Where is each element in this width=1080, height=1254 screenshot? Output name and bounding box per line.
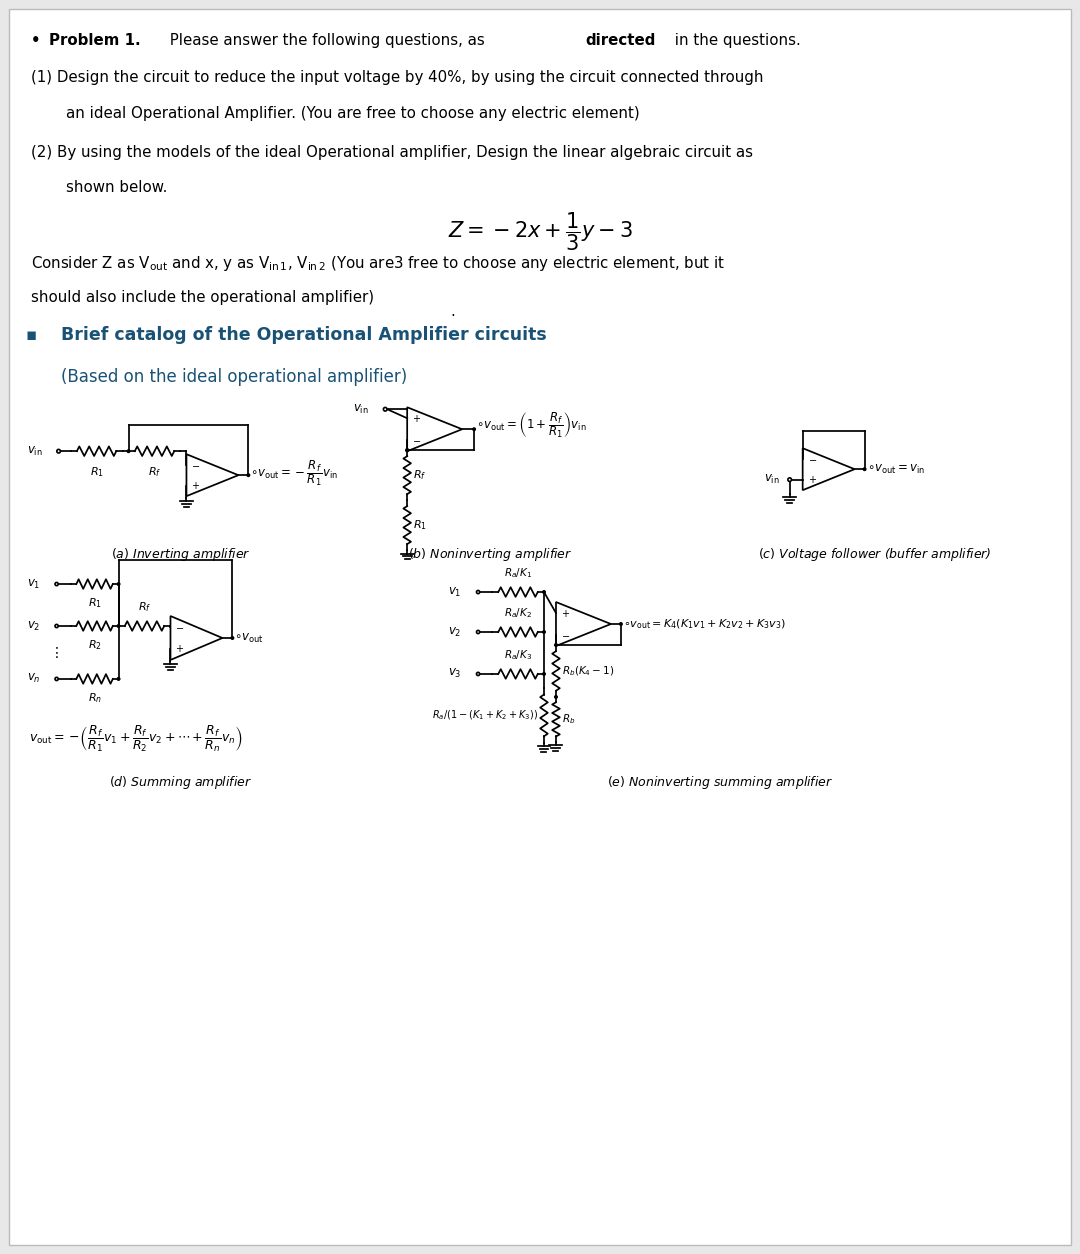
- Circle shape: [473, 428, 475, 430]
- Text: $(b)$ Noninverting amplifier: $(b)$ Noninverting amplifier: [408, 545, 572, 563]
- Text: $(c)$ Voltage follower (buffer amplifier): $(c)$ Voltage follower (buffer amplifier…: [758, 545, 991, 563]
- Text: $-$: $-$: [808, 454, 816, 464]
- Circle shape: [55, 677, 58, 681]
- Text: $-$: $-$: [175, 622, 185, 632]
- Text: in the questions.: in the questions.: [670, 33, 800, 48]
- Circle shape: [57, 449, 60, 453]
- Text: (2) By using the models of the ideal Operational amplifier, Design the linear al: (2) By using the models of the ideal Ope…: [30, 144, 753, 159]
- Text: $-$: $-$: [561, 630, 570, 640]
- Text: $R_a/K_3$: $R_a/K_3$: [504, 648, 532, 662]
- Text: $\circ v_{\rm out} = \left(1+\dfrac{R_f}{R_1}\right)v_{\rm in}$: $\circ v_{\rm out} = \left(1+\dfrac{R_f}…: [476, 410, 586, 440]
- Circle shape: [542, 631, 545, 633]
- Text: $v_{\rm in}$: $v_{\rm in}$: [27, 445, 42, 458]
- Text: $R_f$: $R_f$: [148, 465, 161, 479]
- Text: •: •: [30, 33, 40, 48]
- Circle shape: [118, 583, 120, 586]
- Text: $v_n$: $v_n$: [27, 672, 40, 686]
- Circle shape: [118, 624, 120, 627]
- Circle shape: [542, 672, 545, 675]
- Text: $\circ v_{\rm out} = K_4(K_1v_1+K_2v_2+K_3v_3)$: $\circ v_{\rm out} = K_4(K_1v_1+K_2v_2+K…: [623, 617, 786, 631]
- Circle shape: [231, 637, 233, 640]
- Circle shape: [555, 643, 557, 646]
- Text: $R_2$: $R_2$: [87, 638, 102, 652]
- Text: $\circ v_{\rm out}$: $\circ v_{\rm out}$: [234, 632, 264, 645]
- Text: $R_1$: $R_1$: [87, 596, 102, 609]
- Text: Brief catalog of the Operational Amplifier circuits: Brief catalog of the Operational Amplifi…: [60, 326, 546, 345]
- Text: $+$: $+$: [191, 480, 201, 492]
- Circle shape: [863, 468, 866, 470]
- Text: $R_b(K_4-1)$: $R_b(K_4-1)$: [562, 665, 615, 677]
- Text: $+$: $+$: [175, 643, 185, 655]
- Text: Consider Z as V$_{\rm out}$ and x, y as V$_{\rm in\,1}$, V$_{\rm in\,2}$ (You ar: Consider Z as V$_{\rm out}$ and x, y as …: [30, 255, 725, 273]
- Text: $+$: $+$: [808, 474, 816, 485]
- Text: Please answer the following questions, as: Please answer the following questions, a…: [165, 33, 490, 48]
- Circle shape: [542, 591, 545, 593]
- Circle shape: [555, 696, 557, 698]
- Text: ▪: ▪: [26, 326, 37, 345]
- Circle shape: [406, 449, 408, 451]
- Text: an ideal Operational Amplifier. (You are free to choose any electric element): an ideal Operational Amplifier. (You are…: [66, 105, 639, 120]
- FancyBboxPatch shape: [9, 9, 1071, 1245]
- Text: $R_1$: $R_1$: [90, 465, 104, 479]
- Text: $\circ v_{\rm out} = -\dfrac{R_f}{R_1}v_{\rm in}$: $\circ v_{\rm out} = -\dfrac{R_f}{R_1}v_…: [251, 458, 338, 488]
- Circle shape: [476, 631, 480, 633]
- Text: $(d)$ Summing amplifier: $(d)$ Summing amplifier: [109, 774, 252, 791]
- Circle shape: [127, 450, 130, 453]
- Text: $R_f$: $R_f$: [138, 601, 151, 614]
- Text: (Based on the ideal operational amplifier): (Based on the ideal operational amplifie…: [60, 369, 407, 386]
- Circle shape: [788, 478, 792, 482]
- Text: $v_1$: $v_1$: [448, 586, 461, 598]
- Text: Problem 1.: Problem 1.: [49, 33, 140, 48]
- Text: directed: directed: [585, 33, 656, 48]
- Text: $\circ v_{\rm out}=v_{\rm in}$: $\circ v_{\rm out}=v_{\rm in}$: [866, 463, 924, 475]
- Text: $-$: $-$: [191, 460, 201, 470]
- Text: .: .: [450, 305, 455, 320]
- Circle shape: [476, 672, 480, 676]
- Text: $v_2$: $v_2$: [27, 619, 40, 632]
- Text: $R_f$: $R_f$: [414, 468, 427, 482]
- Text: $v_2$: $v_2$: [448, 626, 461, 638]
- Text: $R_a/(1-(K_1+K_2+K_3))$: $R_a/(1-(K_1+K_2+K_3))$: [432, 709, 538, 722]
- Text: $R_a/K_2$: $R_a/K_2$: [504, 606, 532, 619]
- Text: should also include the operational amplifier): should also include the operational ampl…: [30, 291, 374, 306]
- Text: $R_b$: $R_b$: [562, 712, 576, 726]
- Text: $+$: $+$: [413, 413, 421, 424]
- Text: $(e)$ Noninverting summing amplifier: $(e)$ Noninverting summing amplifier: [607, 774, 833, 791]
- Text: $(a)$ Inverting amplifier: $(a)$ Inverting amplifier: [111, 545, 251, 563]
- Text: $v_1$: $v_1$: [27, 578, 40, 591]
- Text: (1) Design the circuit to reduce the input voltage by 40%, by using the circuit : (1) Design the circuit to reduce the inp…: [30, 70, 764, 84]
- Text: shown below.: shown below.: [66, 181, 167, 196]
- Circle shape: [55, 624, 58, 627]
- Text: $v_{\rm in}$: $v_{\rm in}$: [764, 473, 780, 487]
- Text: $v_{\rm out} = -\!\left(\dfrac{R_f}{R_1}v_1 + \dfrac{R_f}{R_2}v_2 + \cdots + \df: $v_{\rm out} = -\!\left(\dfrac{R_f}{R_1}…: [29, 724, 242, 754]
- Text: $v_3$: $v_3$: [448, 667, 461, 681]
- Text: $R_1$: $R_1$: [414, 518, 427, 532]
- Circle shape: [118, 677, 120, 680]
- Text: $-$: $-$: [413, 435, 421, 445]
- Text: $R_n$: $R_n$: [87, 691, 102, 705]
- Circle shape: [383, 408, 387, 411]
- Circle shape: [406, 449, 408, 451]
- Circle shape: [247, 474, 249, 477]
- Circle shape: [620, 623, 622, 626]
- Text: $+$: $+$: [561, 607, 570, 618]
- Text: $\vdots$: $\vdots$: [49, 645, 58, 660]
- Text: $R_a/K_1$: $R_a/K_1$: [504, 567, 532, 581]
- Circle shape: [55, 582, 58, 586]
- Circle shape: [476, 591, 480, 593]
- Text: $v_{\rm in}$: $v_{\rm in}$: [353, 403, 369, 416]
- Text: $Z = -2x + \dfrac{1}{3}y - 3$: $Z = -2x + \dfrac{1}{3}y - 3$: [447, 211, 633, 253]
